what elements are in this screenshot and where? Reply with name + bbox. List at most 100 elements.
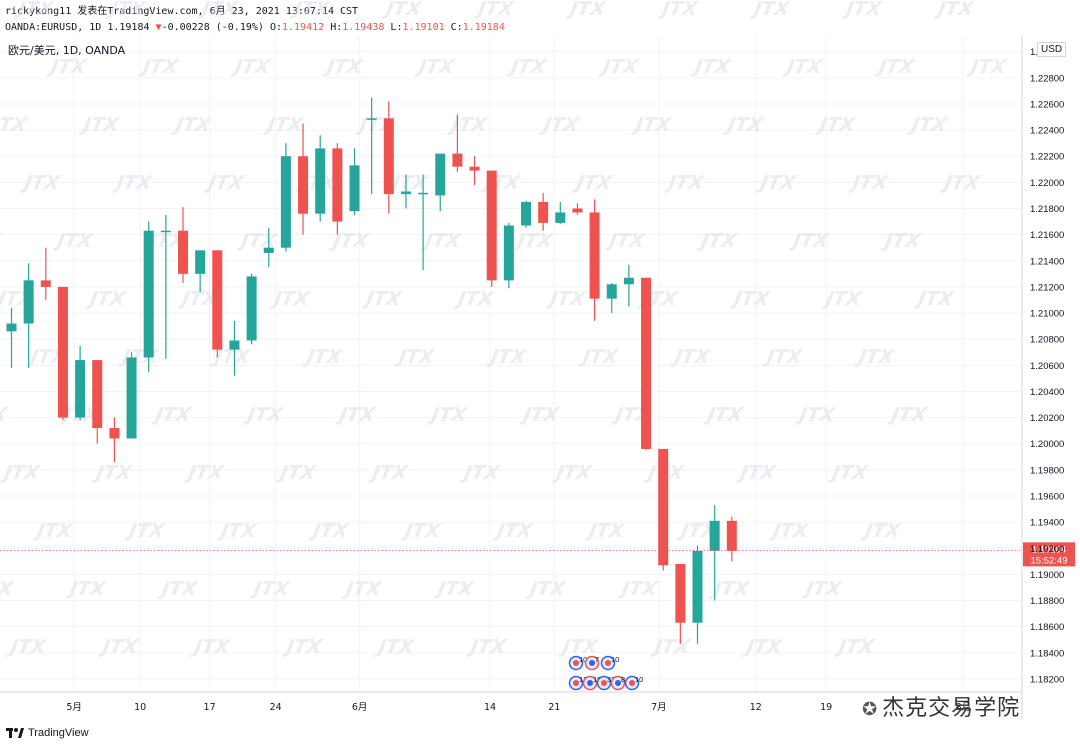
jtx-watermark: JTX [111, 171, 155, 194]
candle-body [280, 156, 291, 248]
candle-body [263, 247, 274, 253]
candle-down [641, 277, 652, 451]
jtx-watermark: JTX [939, 171, 983, 194]
jtx-watermark: JTX [0, 461, 43, 484]
jtx-watermark: JTX [741, 635, 785, 658]
candle-body [675, 563, 686, 623]
jtx-watermark: JTX [781, 55, 825, 78]
jtx-watermark: JTX [491, 519, 535, 542]
candle-down [675, 563, 686, 644]
jtx-watermark: JTX [696, 229, 740, 252]
jtx-watermark: JTX [827, 461, 871, 484]
jtx-watermark: JTX [399, 519, 443, 542]
jtx-watermark: JTX [209, 345, 253, 368]
jtx-watermark: JTX [105, 0, 149, 20]
tradingview-brand[interactable]: TradingView [6, 727, 89, 739]
jtx-watermark: JTX [117, 345, 161, 368]
jtx-watermark: JTX [912, 287, 956, 310]
candle-down [298, 123, 309, 235]
price-tick-label: 1.18600 [1030, 622, 1064, 633]
candle-up [246, 273, 257, 345]
economic-events: 10 7 10 12 19 32 8 10 [568, 655, 643, 691]
candle-up [160, 215, 171, 359]
candle-up [435, 153, 446, 212]
jtx-watermark: JTX [301, 345, 345, 368]
jtx-watermark: JTX [197, 0, 241, 20]
candle-up [6, 307, 17, 368]
price-tick-label: 1.19400 [1030, 518, 1064, 529]
price-tick-label: 1.18800 [1030, 596, 1064, 607]
currency-label[interactable]: USD [1037, 42, 1067, 57]
price-tick-label: 1.19200 [1030, 544, 1064, 555]
jtx-watermark: JTX [518, 403, 562, 426]
jtx-watermark: JTX [328, 229, 372, 252]
candle-up [280, 143, 291, 252]
jtx-watermark: JTX [215, 519, 259, 542]
tradingview-logo-icon [6, 728, 24, 738]
jtx-watermark: JTX [933, 0, 977, 20]
price-tick-label: 1.21200 [1030, 282, 1064, 293]
candle-body [692, 550, 703, 623]
jtx-watermark: JTX [657, 0, 701, 20]
jtx-watermark: JTX [203, 171, 247, 194]
jtx-watermark: JTX [393, 345, 437, 368]
source-watermark: ✪ 杰克交易学院 [862, 690, 1020, 722]
price-tick-label: 1.21800 [1030, 204, 1064, 215]
open-value: 1.19412 [282, 22, 325, 33]
candle-body [435, 153, 446, 196]
jtx-watermark: JTX [689, 55, 733, 78]
jtx-watermark: JTX [833, 635, 877, 658]
candle-down [658, 448, 669, 571]
candle-body [212, 250, 223, 350]
candle-down [178, 207, 188, 283]
jtx-watermark: JTX [906, 113, 950, 136]
down-arrow-icon: ▼ [155, 22, 162, 33]
candle-body [641, 277, 652, 449]
jtx-watermark: JTX [459, 461, 503, 484]
candle-body [246, 276, 257, 341]
jtx-watermark: JTX [0, 403, 10, 426]
candle-up [692, 545, 703, 644]
price-axis: 1.230001.228001.226001.224001.222001.220… [1030, 47, 1064, 685]
candle-down [589, 199, 600, 321]
jtx-watermark: JTX [788, 229, 832, 252]
time-tick-label: 19 [820, 702, 832, 713]
jtx-watermark: JTX [123, 519, 167, 542]
jtx-watermark: JTX [5, 635, 49, 658]
event-count-label: 10 [635, 675, 643, 684]
jtx-watermark: JTX [387, 171, 431, 194]
close-value: 1.19184 [462, 22, 505, 33]
time-tick-label: 8月 [956, 702, 972, 713]
event-flag-center [589, 660, 595, 666]
price-tick-label: 1.21400 [1030, 256, 1064, 267]
jtx-watermark: JTX [479, 171, 523, 194]
candle-body [349, 165, 360, 212]
event-count-label: 12 [579, 675, 587, 684]
jtx-watermark: JTX [183, 461, 227, 484]
price-tick-label: 1.19800 [1030, 465, 1064, 476]
low-label: L: [390, 22, 403, 33]
candle-body [521, 201, 531, 226]
price-tick-label: 1.20800 [1030, 335, 1064, 346]
candle-up [400, 174, 411, 209]
candle-body [469, 166, 480, 171]
candle-body [109, 428, 120, 439]
candle-body [555, 212, 566, 223]
jtx-watermark: JTX [373, 635, 417, 658]
high-value: 1.19438 [342, 22, 385, 33]
candle-body [383, 118, 394, 195]
jtx-watermark: JTX [505, 55, 549, 78]
candle-body [92, 360, 103, 429]
candle-body [658, 448, 669, 566]
jtx-watermark: JTX [597, 55, 641, 78]
candle-up [75, 345, 86, 421]
candle-up [366, 97, 377, 195]
candle-body [195, 250, 206, 274]
candle-body [23, 280, 34, 324]
jtx-watermark: JTX [262, 113, 306, 136]
jtx-watermark: JTX [728, 287, 772, 310]
jtx-watermark: JTX [91, 461, 135, 484]
price-tick-label: 1.21600 [1030, 230, 1064, 241]
candle-up [229, 320, 240, 376]
